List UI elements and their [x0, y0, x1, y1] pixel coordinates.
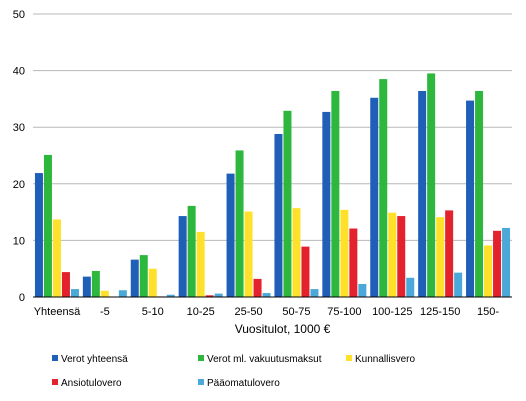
- bar-3-5: [244, 211, 253, 297]
- gridlines: [33, 13, 512, 241]
- bar-4-6: [301, 246, 310, 297]
- bar-2-10: [475, 90, 484, 297]
- bar-1-8: [370, 97, 379, 297]
- legend: Verot yhteensä Verot ml. vakuutusmaksut Ku…: [52, 354, 415, 389]
- bar-2-5: [235, 150, 244, 297]
- bar-5-7: [358, 283, 367, 297]
- bar-2-6: [283, 110, 292, 297]
- bar-1-10: [466, 100, 475, 298]
- y-tick-label: 30: [13, 122, 25, 134]
- bar-5-9: [454, 272, 463, 297]
- bar-4-8: [397, 216, 406, 297]
- bar-3-8: [388, 212, 397, 297]
- legend-swatch: [52, 355, 58, 361]
- bar-2-7: [331, 90, 340, 297]
- x-axis-title: Vuositulot, 1000 €: [235, 322, 331, 336]
- bar-1-2: [82, 276, 91, 297]
- y-tick-label: 50: [13, 9, 25, 21]
- x-tick-label: 150-: [477, 306, 499, 318]
- bar-2-4: [187, 205, 196, 297]
- bars: [34, 73, 511, 298]
- bar-3-3: [148, 268, 157, 297]
- bar-1-7: [322, 111, 331, 297]
- x-tick-label: 10-25: [187, 306, 215, 318]
- bar-1-5: [226, 173, 235, 297]
- bar-5-1: [70, 289, 79, 297]
- y-tick-label: 20: [13, 179, 25, 191]
- x-tick-label: 125-150: [420, 306, 460, 318]
- y-axis-ticks: 0 10 20 30 40 50: [13, 9, 25, 304]
- bar-5-4: [214, 293, 223, 297]
- bar-3-10: [484, 245, 493, 297]
- bar-5-3: [166, 294, 175, 297]
- legend-label: Verot ml. vakuutusmaksut: [207, 354, 322, 365]
- bar-4-1: [61, 272, 70, 297]
- legend-label: Pääomatulovero: [207, 378, 280, 389]
- bar-3-7: [340, 209, 349, 297]
- bar-1-1: [34, 173, 43, 297]
- x-tick-label: 25-50: [234, 306, 262, 318]
- legend-swatch: [198, 379, 204, 385]
- x-tick-label: 5-10: [142, 306, 164, 318]
- bar-1-3: [130, 259, 139, 297]
- bar-2-2: [91, 270, 100, 297]
- bar-4-7: [349, 228, 358, 297]
- legend-swatch: [52, 379, 58, 385]
- bar-3-4: [196, 231, 205, 297]
- bar-4-9: [445, 210, 454, 297]
- x-tick-label: 50-75: [282, 306, 310, 318]
- legend-label: Kunnallisvero: [355, 354, 415, 365]
- bar-5-2: [118, 290, 127, 297]
- bar-4-5: [253, 278, 262, 297]
- bar-2-1: [43, 154, 52, 297]
- bar-3-6: [292, 208, 301, 297]
- bar-3-9: [436, 217, 445, 297]
- bar-5-10: [502, 227, 511, 297]
- bar-2-9: [427, 73, 436, 298]
- bar-4-4: [205, 295, 214, 297]
- bar-5-6: [310, 289, 319, 297]
- x-tick-label: -5: [100, 306, 110, 318]
- legend-swatch: [346, 355, 352, 361]
- legend-label: Ansiotulovero: [61, 378, 122, 389]
- y-tick-label: 10: [13, 235, 25, 247]
- y-tick-label: 0: [19, 292, 25, 304]
- x-tick-label: Yhteensä: [34, 306, 81, 318]
- bar-3-1: [52, 219, 61, 297]
- bar-1-4: [178, 216, 187, 297]
- bar-4-10: [493, 230, 502, 297]
- legend-label: Verot yhteensä: [61, 354, 128, 365]
- legend-swatch: [198, 355, 204, 361]
- bar-5-8: [406, 277, 415, 297]
- x-tick-label: 75-100: [327, 306, 361, 318]
- bar-2-3: [139, 255, 148, 297]
- bar-1-6: [274, 133, 283, 297]
- y-tick-label: 40: [13, 66, 25, 78]
- bar-1-9: [418, 90, 427, 297]
- x-tick-label: 100-125: [372, 306, 412, 318]
- bar-2-8: [379, 79, 388, 297]
- x-axis-ticks: Yhteensä -5 5-10 10-25 25-50 50-75 75-100 100-1…: [34, 306, 500, 318]
- bar-3-2: [100, 290, 109, 297]
- bar-5-5: [262, 293, 271, 297]
